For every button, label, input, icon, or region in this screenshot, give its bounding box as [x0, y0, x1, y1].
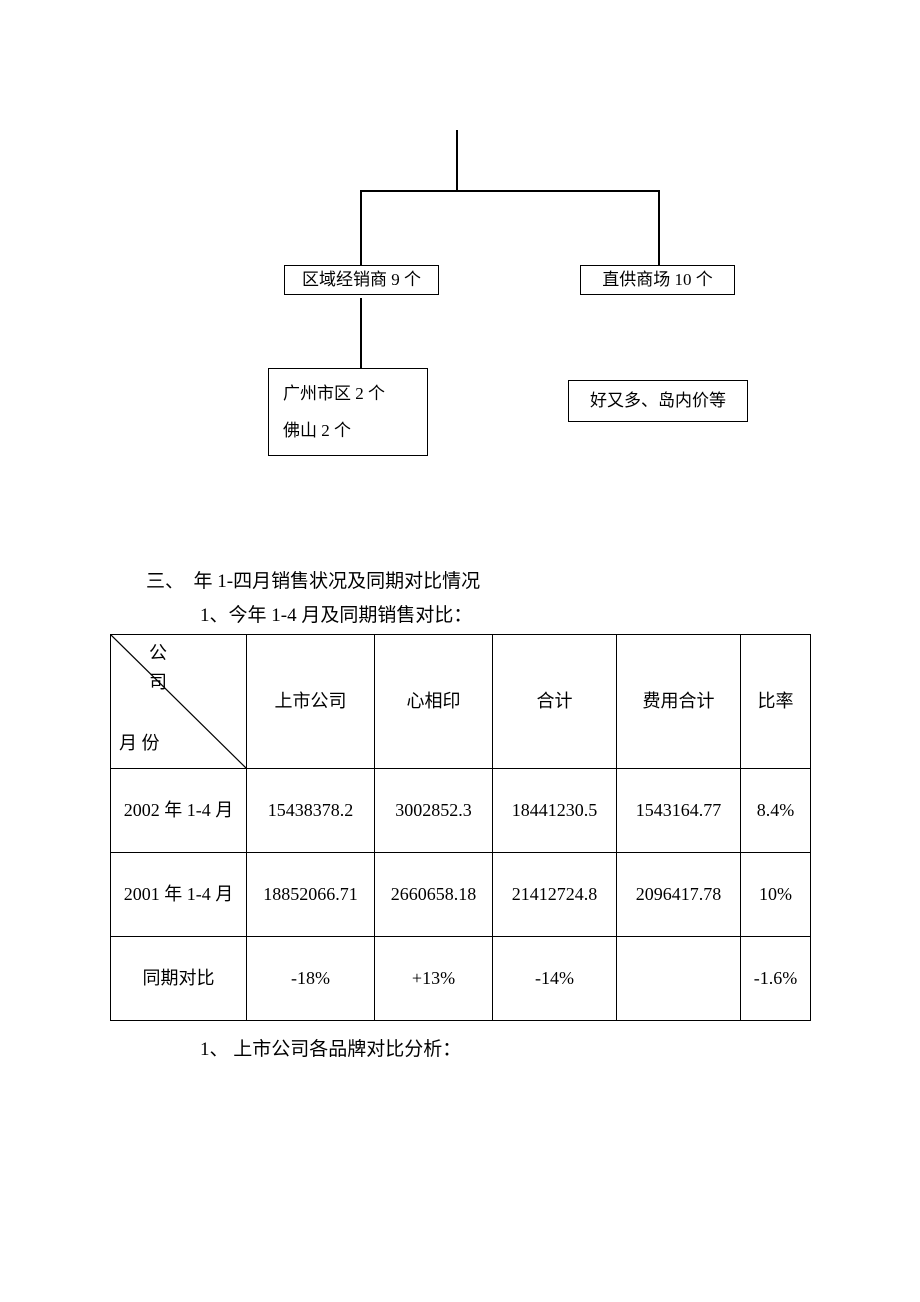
table-cell: 1543164.77 [617, 769, 741, 853]
org-flowchart: 区域经销商 9 个 直供商场 10 个 广州市区 2 个 佛山 2 个 好又多、… [260, 130, 740, 480]
table-cell: -14% [493, 937, 617, 1021]
diag-top-label: 公 司 [149, 639, 167, 697]
fc-box-store-names: 好又多、岛内价等 [568, 380, 748, 422]
fc-box-regions-l1: 广州市区 2 个 [283, 381, 385, 407]
section3-title: 三、 年 1-四月销售状况及同期对比情况 [146, 566, 480, 593]
table-cell: 18852066.71 [247, 853, 375, 937]
diag-bot-label: 月 份 [119, 726, 160, 760]
section3-sub2: 1、 上市公司各品牌对比分析： [200, 1034, 461, 1061]
table-cell: -1.6% [741, 937, 811, 1021]
table-header-row: 公 司 月 份 上市公司 心相印 合计 费用合计 比率 [111, 635, 811, 769]
fc-line-drop-right [658, 190, 660, 265]
table-cell: -18% [247, 937, 375, 1021]
table-cell: 2660658.18 [375, 853, 493, 937]
table-header: 比率 [741, 635, 811, 769]
table-header: 合计 [493, 635, 617, 769]
table-row-label: 2002 年 1-4 月 [111, 769, 247, 853]
fc-box-regions: 广州市区 2 个 佛山 2 个 [268, 368, 428, 456]
sales-comparison-table: 公 司 月 份 上市公司 心相印 合计 费用合计 比率 2002 年 1-4 月… [110, 634, 810, 1021]
fc-box-regions-l2: 佛山 2 个 [283, 418, 351, 444]
table-row-label: 同期对比 [111, 937, 247, 1021]
fc-line-drop-left [360, 190, 362, 265]
fc-box-distributors-label: 区域经销商 9 个 [302, 267, 421, 293]
section3-sub1: 1、今年 1-4 月及同期销售对比： [200, 600, 472, 627]
fc-box-stores-label: 直供商场 10 个 [602, 267, 713, 293]
fc-line-horiz [360, 190, 660, 192]
table-cell: 3002852.3 [375, 769, 493, 853]
table-cell: 10% [741, 853, 811, 937]
table-cell: 21412724.8 [493, 853, 617, 937]
fc-box-stores: 直供商场 10 个 [580, 265, 735, 295]
table-cell: 15438378.2 [247, 769, 375, 853]
table-cell: 8.4% [741, 769, 811, 853]
fc-box-store-names-label: 好又多、岛内价等 [590, 388, 726, 414]
table-row: 2002 年 1-4 月 15438378.2 3002852.3 184412… [111, 769, 811, 853]
table-cell: 18441230.5 [493, 769, 617, 853]
table-row: 2001 年 1-4 月 18852066.71 2660658.18 2141… [111, 853, 811, 937]
table-cell: +13% [375, 937, 493, 1021]
table-cell [617, 937, 741, 1021]
table-diag-cell: 公 司 月 份 [111, 635, 247, 769]
fc-line-vert-top [456, 130, 458, 190]
fc-box-distributors: 区域经销商 9 个 [284, 265, 439, 295]
table-row: 同期对比 -18% +13% -14% -1.6% [111, 937, 811, 1021]
table-header: 费用合计 [617, 635, 741, 769]
fc-line-below-left [360, 298, 362, 368]
table-cell: 2096417.78 [617, 853, 741, 937]
table-header: 上市公司 [247, 635, 375, 769]
table-header: 心相印 [375, 635, 493, 769]
table-row-label: 2001 年 1-4 月 [111, 853, 247, 937]
